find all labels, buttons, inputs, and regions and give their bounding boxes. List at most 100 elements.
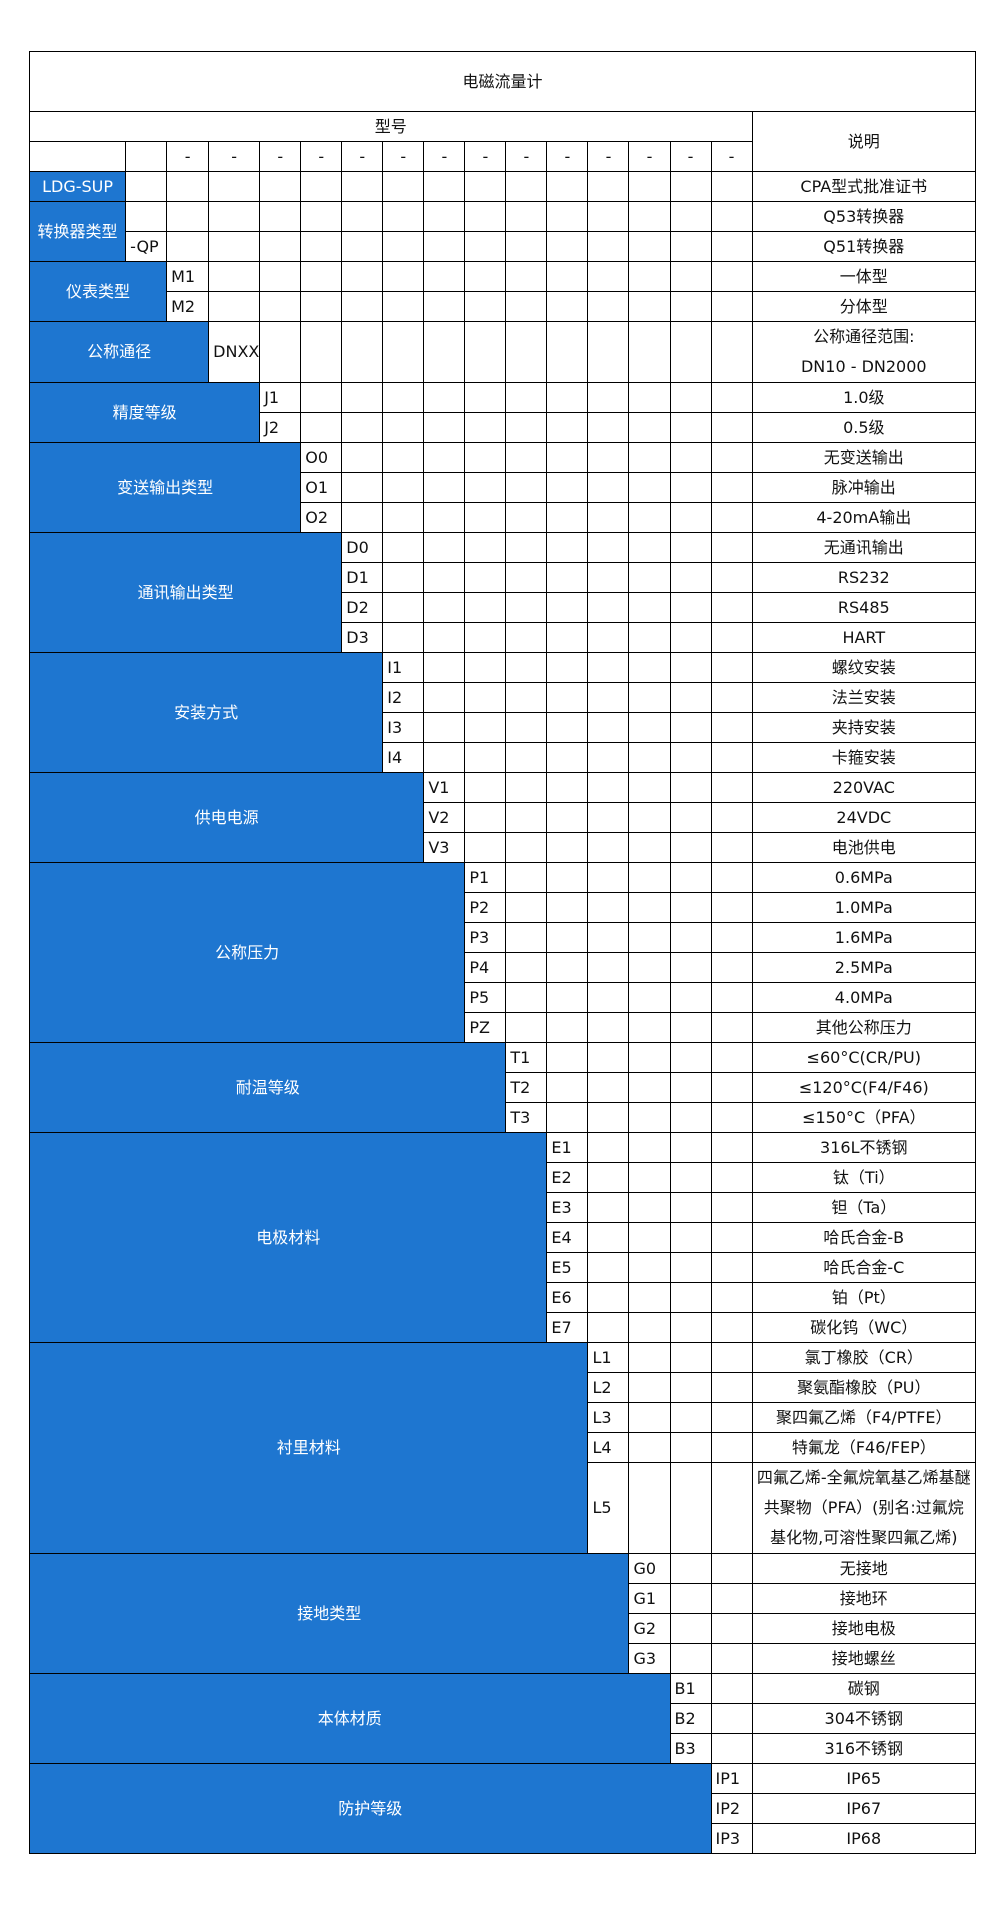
table-row: P2 1.0MPa [30,892,977,923]
empty-cell [423,291,466,322]
option-code: P5 [464,982,507,1013]
option-description: 接地螺丝 [751,1643,977,1674]
empty-cell [669,321,712,383]
empty-cell [300,231,343,262]
empty-cell [628,321,671,383]
empty-cell [546,862,589,893]
empty-cell [546,1072,589,1103]
empty-cell [259,231,302,262]
option-description: CPA型式批准证书 [751,171,977,202]
empty-cell [587,1012,630,1043]
empty-cell [587,742,630,773]
option-code: O2 [300,502,343,533]
empty-cell [628,952,671,983]
empty-cell [587,712,630,743]
empty-cell [669,862,712,893]
table-row: 供电电源 V1 220VAC [28,772,977,863]
empty-cell [628,442,671,473]
option-code: P1 [464,862,507,893]
empty-cell [382,171,425,202]
description-line: 1.6MPa [834,927,893,947]
empty-cell [669,892,712,923]
dash-cell: - [669,141,712,172]
option-description: 4.0MPa [751,982,977,1013]
empty-cell [464,502,507,533]
table-row: 防护等级 IP1 IP65 [29,1763,977,1854]
empty-cell [300,261,343,292]
table-row: V3 电池供电 [30,832,977,863]
empty-cell [669,1643,712,1674]
empty-cell [710,1372,753,1403]
empty-cell [669,532,712,563]
table-row: 安装方式 I1 螺纹安装 [28,652,977,773]
table-row: E2 钛（Ti） [30,1162,977,1193]
description-line: 无接地 [839,1558,888,1578]
empty-cell [464,772,507,803]
table-row: I4 卡箍安装 [30,742,977,773]
empty-cell [300,201,343,232]
empty-cell [423,682,466,713]
empty-cell [546,562,589,593]
option-code: D2 [341,592,384,623]
header-row: 型号 说明 [29,111,977,172]
empty-cell [710,472,753,503]
empty-cell [464,562,507,593]
table-row: E4 哈氏合金-B [30,1222,977,1253]
empty-cell [464,231,507,262]
empty-cell [669,1553,712,1584]
empty-cell [628,1162,671,1193]
table-row: IP2 IP67 [30,1793,977,1824]
option-code: L5 [587,1462,630,1554]
option-description: IP68 [751,1823,977,1854]
empty-cell [669,652,712,683]
table-row: 公称压力 P1 0.6MPa [28,862,977,1043]
table-row: E3 钽（Ta） [30,1192,977,1223]
option-description: 哈氏合金-C [751,1252,977,1283]
option-description: 24VDC [751,802,977,833]
description-line: IP68 [846,1828,882,1848]
empty-cell [628,922,671,953]
empty-cell [546,832,589,863]
empty-cell [710,502,753,533]
description-line: 0.6MPa [834,867,893,887]
empty-cell [628,1282,671,1313]
empty-cell [628,1102,671,1133]
description-line: 夹持安装 [831,717,896,737]
empty-cell [587,502,630,533]
empty-cell [587,1312,630,1343]
table-row: -QP Q51转换器 [30,231,977,262]
option-description: 1.0MPa [751,892,977,923]
empty-cell [628,712,671,743]
empty-cell [669,1102,712,1133]
empty-cell [464,382,507,413]
empty-cell [669,802,712,833]
empty-cell [669,442,712,473]
option-description: 特氟龙（F46/FEP） [751,1432,977,1463]
option-description: 无通讯输出 [751,532,977,563]
empty-cell [587,892,630,923]
empty-cell [587,171,630,202]
empty-cell [341,382,384,413]
option-code: P3 [464,922,507,953]
empty-cell [710,922,753,953]
empty-cell [464,472,507,503]
empty-cell [587,952,630,983]
empty-cell [669,562,712,593]
empty-cell [628,1372,671,1403]
title-row: 电磁流量计 [29,51,976,112]
option-code: DNXX [208,321,261,383]
option-code: B3 [669,1733,712,1764]
option-code: E3 [546,1192,589,1223]
description-line: 接地电极 [831,1618,896,1638]
empty-cell [628,1012,671,1043]
option-code: D0 [341,532,384,563]
option-description: 1.6MPa [751,922,977,953]
empty-cell [669,592,712,623]
empty-cell [669,1432,712,1463]
empty-cell [669,1012,712,1043]
empty-cell [505,321,548,383]
description-line: 碳钢 [847,1678,880,1698]
option-description: 4-20mA输出 [751,502,977,533]
empty-cell [505,832,548,863]
empty-cell [382,592,425,623]
